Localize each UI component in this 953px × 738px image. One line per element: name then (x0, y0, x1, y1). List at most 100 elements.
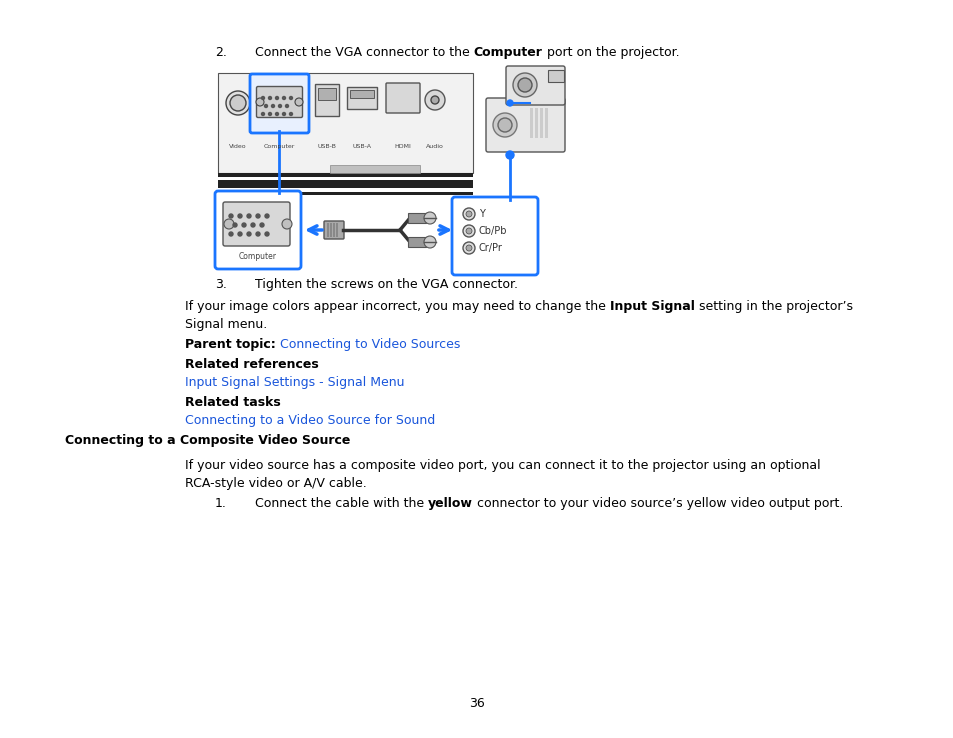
FancyBboxPatch shape (256, 86, 302, 117)
Circle shape (505, 151, 514, 159)
Bar (547, 70, 563, 82)
Bar (330, 165, 419, 173)
FancyBboxPatch shape (485, 98, 564, 152)
Circle shape (265, 214, 269, 218)
Bar (317, 88, 335, 100)
Text: 36: 36 (469, 697, 484, 710)
Circle shape (282, 97, 285, 100)
Bar (218, 73, 473, 173)
Text: 1.: 1. (214, 497, 227, 510)
Circle shape (275, 97, 278, 100)
Circle shape (229, 232, 233, 236)
Circle shape (282, 219, 292, 229)
Bar (535, 108, 537, 138)
Circle shape (506, 100, 513, 106)
Text: Related references: Related references (185, 358, 318, 371)
Text: Tighten the screws on the VGA connector.: Tighten the screws on the VGA connector. (254, 278, 517, 291)
Text: Parent topic:: Parent topic: (185, 338, 280, 351)
Bar (314, 84, 338, 116)
Text: Video: Video (229, 144, 247, 149)
Circle shape (233, 223, 236, 227)
Circle shape (465, 245, 472, 251)
Bar (408, 237, 426, 247)
Circle shape (423, 236, 436, 248)
FancyBboxPatch shape (223, 202, 290, 246)
Circle shape (268, 97, 272, 100)
Bar (539, 108, 542, 138)
Bar (218, 192, 473, 195)
Circle shape (294, 98, 303, 106)
Text: Cb/Pb: Cb/Pb (478, 226, 507, 236)
Circle shape (224, 219, 233, 229)
Bar (327, 223, 329, 237)
Circle shape (275, 112, 278, 116)
Text: Connecting to a Video Source for Sound: Connecting to a Video Source for Sound (185, 414, 435, 427)
Circle shape (289, 112, 293, 116)
Circle shape (278, 105, 281, 108)
FancyBboxPatch shape (452, 197, 537, 275)
Text: yellow: yellow (428, 497, 473, 510)
Text: HDMI: HDMI (395, 144, 411, 149)
Text: Computer: Computer (239, 252, 276, 261)
Circle shape (285, 105, 288, 108)
Circle shape (242, 223, 246, 227)
Circle shape (272, 105, 274, 108)
Bar (335, 223, 337, 237)
Text: Connecting to Video Sources: Connecting to Video Sources (280, 338, 460, 351)
Circle shape (431, 96, 438, 104)
FancyBboxPatch shape (214, 191, 301, 269)
Circle shape (237, 214, 242, 218)
Circle shape (517, 78, 532, 92)
FancyBboxPatch shape (250, 74, 309, 133)
Circle shape (230, 95, 246, 111)
Text: If your image colors appear incorrect, you may need to change the: If your image colors appear incorrect, y… (185, 300, 609, 313)
Text: Computer: Computer (263, 144, 294, 149)
Circle shape (462, 225, 475, 237)
Circle shape (493, 113, 517, 137)
Text: Signal menu.: Signal menu. (185, 318, 267, 331)
Text: Audio: Audio (426, 144, 443, 149)
Circle shape (462, 242, 475, 254)
Text: Connecting to a Composite Video Source: Connecting to a Composite Video Source (65, 434, 350, 447)
FancyBboxPatch shape (505, 66, 564, 105)
Bar (218, 173, 473, 177)
Text: Cr/Pr: Cr/Pr (478, 243, 502, 253)
Text: USB-B: USB-B (317, 144, 336, 149)
Text: 3.: 3. (214, 278, 227, 291)
Text: Input Signal Settings - Signal Menu: Input Signal Settings - Signal Menu (185, 376, 404, 389)
Circle shape (462, 208, 475, 220)
Circle shape (261, 97, 264, 100)
Circle shape (265, 232, 269, 236)
Text: Y: Y (478, 209, 484, 219)
Circle shape (513, 73, 537, 97)
Circle shape (465, 228, 472, 234)
Circle shape (251, 223, 254, 227)
Circle shape (497, 118, 512, 132)
FancyBboxPatch shape (386, 83, 419, 113)
Circle shape (264, 105, 267, 108)
Circle shape (261, 112, 264, 116)
Bar (408, 213, 426, 223)
Text: Computer: Computer (474, 46, 542, 59)
Circle shape (423, 212, 436, 224)
Bar (544, 108, 547, 138)
Text: USB-A: USB-A (352, 144, 371, 149)
Circle shape (237, 232, 242, 236)
Circle shape (247, 232, 251, 236)
Circle shape (255, 232, 260, 236)
Text: Input Signal: Input Signal (609, 300, 694, 313)
Text: Related tasks: Related tasks (185, 396, 280, 409)
Text: 2.: 2. (214, 46, 227, 59)
Bar (350, 90, 374, 98)
Circle shape (255, 214, 260, 218)
FancyBboxPatch shape (324, 221, 344, 239)
Circle shape (247, 214, 251, 218)
Circle shape (424, 90, 444, 110)
Text: Connect the cable with the: Connect the cable with the (254, 497, 428, 510)
Circle shape (289, 97, 293, 100)
Text: RCA-style video or A/V cable.: RCA-style video or A/V cable. (185, 477, 366, 490)
Circle shape (260, 223, 264, 227)
Text: Connect the VGA connector to the: Connect the VGA connector to the (254, 46, 474, 59)
Bar (347, 87, 376, 109)
Text: If your video source has a composite video port, you can connect it to the proje: If your video source has a composite vid… (185, 459, 820, 472)
